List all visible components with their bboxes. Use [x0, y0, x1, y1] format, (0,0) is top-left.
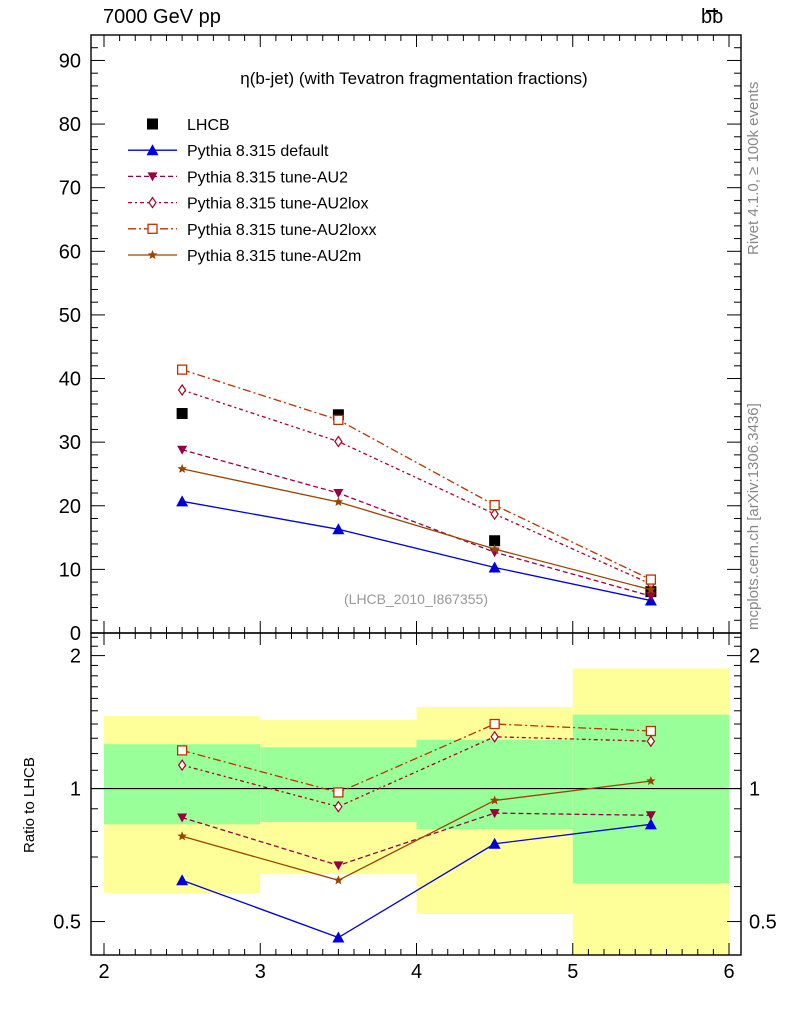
series-4-ratio-point — [645, 725, 657, 737]
legend-marker-3 — [148, 196, 157, 209]
legend-marker-2 — [147, 172, 158, 182]
series-1-ratio-point — [176, 874, 189, 886]
series-3-line — [181, 389, 652, 585]
legend-label-5: Pythia 8.315 tune-AU2m — [187, 248, 361, 265]
ratio-y-tick-label-left-2: 2 — [70, 646, 81, 668]
series-3-point — [334, 435, 343, 448]
series-4-point — [645, 574, 657, 585]
series-4-line — [181, 369, 652, 581]
series-3-ratio-point — [490, 730, 499, 743]
series-2-line — [181, 449, 652, 597]
series-0-point — [489, 535, 501, 547]
series-1-point — [332, 523, 345, 535]
series-5-ratio-point — [646, 776, 656, 786]
series-5-ratio-point — [177, 831, 187, 841]
ratio-y-axis-label: Ratio to LHCB — [21, 757, 38, 853]
rivet-version-label: Rivet 4.1.0, ≥ 100k events — [745, 81, 762, 255]
series-4-ratio-point — [489, 718, 500, 730]
series-1-point — [176, 495, 189, 507]
series-3-point — [490, 507, 499, 521]
series-3-ratio-line — [181, 736, 651, 808]
series-3-point — [177, 383, 187, 397]
ratio-series — [176, 718, 657, 943]
series-1-line — [182, 500, 652, 602]
series-3-ratio-point — [646, 735, 656, 748]
header-energy-label: 7000 GeV pp — [103, 6, 221, 28]
main-y-tick-label-10: 10 — [59, 559, 81, 581]
main-y-tick-label-90: 90 — [59, 50, 81, 72]
series-4-point — [176, 364, 188, 375]
series-1-ratio-point — [644, 818, 657, 830]
series-5-ratio-point — [489, 795, 500, 805]
ratio-uncertainty-bands — [104, 668, 729, 955]
main-series — [176, 364, 657, 606]
series-2-ratio-point — [333, 861, 344, 871]
x-tick-label-2: 2 — [98, 961, 109, 983]
legend-marker-1 — [146, 144, 159, 156]
series-2-ratio-point — [645, 811, 656, 821]
series-1-ratio-point — [488, 837, 501, 849]
series-5-ratio-line — [181, 780, 651, 881]
legend-label-0: LHCB — [187, 117, 230, 134]
series-2-point — [489, 548, 500, 558]
ratio-y-tick-label-right-2: 2 — [749, 646, 760, 668]
series-5-ratio-point — [333, 875, 344, 885]
legend-label-1: Pythia 8.315 default — [187, 143, 329, 160]
series-5-point — [177, 463, 187, 473]
mcplots-reference-label: mcplots.cern.ch [arXiv:1306.3436] — [745, 403, 762, 630]
series-1-ratio-point — [332, 931, 345, 943]
main-y-tick-label-60: 60 — [59, 241, 81, 263]
chart-title: η(b-jet) (with Tevatron fragmentation fr… — [240, 69, 587, 88]
series-4-point — [489, 499, 500, 511]
x-tick-label-4: 4 — [411, 961, 422, 983]
series-4-ratio-point — [176, 745, 188, 756]
x-tick-label-6: 6 — [723, 961, 734, 983]
main-y-tick-label-70: 70 — [59, 178, 81, 200]
legend-label-3: Pythia 8.315 tune-AU2lox — [187, 196, 368, 213]
band-inner-0 — [104, 744, 261, 825]
series-3-ratio-point — [177, 759, 187, 772]
ratio-y-tick-label-right-0.5: 0.5 — [749, 912, 777, 934]
main-y-tick-label-50: 50 — [59, 305, 81, 327]
series-5-line — [181, 468, 652, 591]
ratio-y-tick-label-left-0.5: 0.5 — [53, 912, 81, 934]
series-2-point — [645, 592, 656, 602]
series-2-point — [333, 489, 344, 499]
legend-marker-4 — [147, 223, 158, 234]
legend-label-2: Pythia 8.315 tune-AU2 — [187, 169, 348, 186]
bbar-overline — [706, 10, 718, 12]
x-tick-label-3: 3 — [255, 961, 266, 983]
main-y-tick-label-0: 0 — [70, 623, 81, 645]
series-2-ratio-point — [489, 809, 500, 819]
series-5-point — [646, 584, 656, 594]
main-y-tick-label-40: 40 — [59, 369, 81, 391]
series-4-point — [333, 414, 344, 426]
series-4-ratio-line — [181, 723, 651, 794]
legend-marker-5 — [147, 250, 158, 260]
ratio-y-tick-label-right-1: 1 — [749, 779, 760, 801]
series-0-point — [176, 408, 188, 420]
analysis-watermark: (LHCB_2010_I867355) — [344, 591, 488, 607]
series-3-ratio-point — [334, 800, 343, 813]
main-y-tick-label-80: 80 — [59, 114, 81, 136]
series-2-ratio-line — [181, 812, 651, 867]
main-y-tick-label-20: 20 — [59, 496, 81, 518]
series-2-ratio-point — [177, 813, 188, 823]
series-4-ratio-point — [333, 787, 344, 798]
series-1-point — [488, 561, 501, 573]
legend-label-4: Pythia 8.315 tune-AU2loxx — [187, 222, 376, 239]
x-tick-label-5: 5 — [567, 961, 578, 983]
series-5-point — [489, 544, 500, 554]
main-y-tick-label-30: 30 — [59, 432, 81, 454]
series-2-point — [177, 445, 188, 455]
ratio-y-tick-label-left-1: 1 — [70, 779, 81, 801]
series-1-ratio-line — [181, 823, 651, 939]
legend-marker-0 — [147, 118, 158, 130]
series-5-point — [333, 496, 344, 506]
